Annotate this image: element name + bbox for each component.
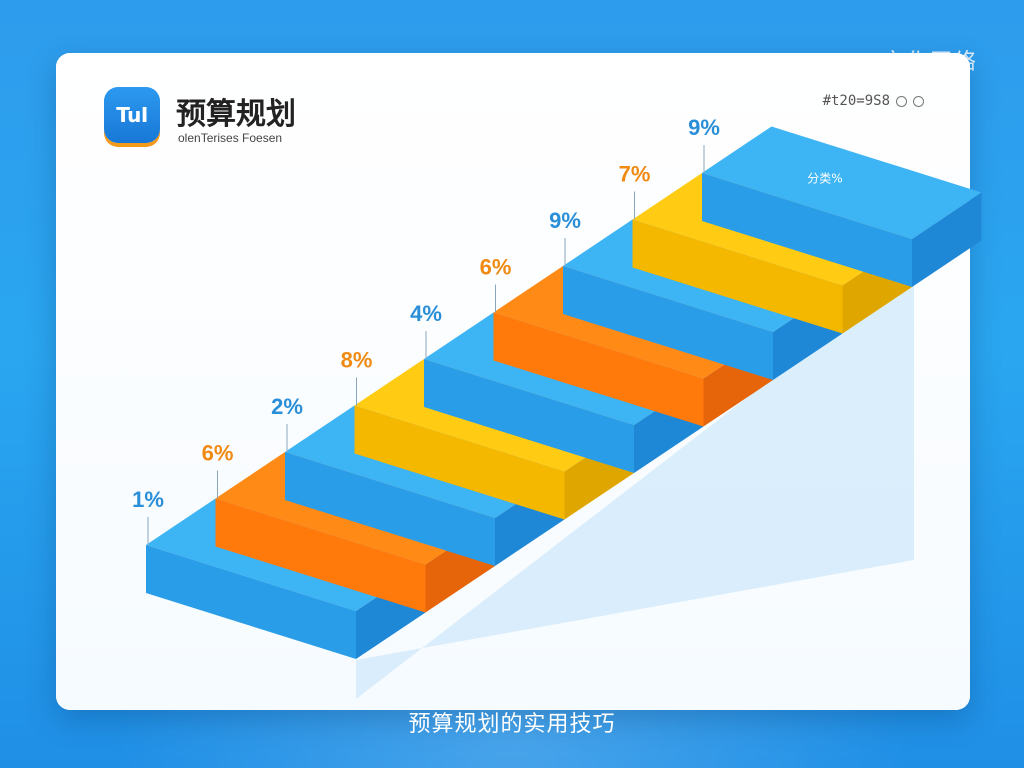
step-front [354,405,565,520]
step-front [493,312,704,427]
circle-icon [896,95,907,107]
step-percent-label: 8% [341,348,373,373]
page-subtitle: olenTerises Foesen [178,131,283,145]
step-percent-label: 9% [688,115,720,140]
code-text: #t20=9S8 [822,93,890,109]
step-front [632,219,843,334]
slide-caption: 预算规划的实用技巧 [408,712,616,737]
step-front [702,173,912,287]
step-percent-label: 2% [271,394,303,419]
step-front [215,498,426,613]
step-text: 分类% [807,171,842,185]
step-percent-label: 6% [202,441,234,466]
page-title: 预算规划 [176,97,296,132]
step-side [912,192,982,287]
circle-icon [913,95,924,107]
step-front [424,359,634,473]
step-top [702,126,982,239]
app-logo: TuI [104,87,160,143]
step-front [563,266,773,380]
step-percent-label: 9% [549,208,581,233]
step-percent-label: 7% [619,162,651,187]
step-front [285,452,495,566]
step-percent-label: 4% [410,301,442,326]
step-percent-label: 1% [132,487,164,512]
step-front [146,545,356,659]
top-right-code: #t20=9S8 [823,93,924,109]
step-percent-label: 6% [480,255,512,280]
